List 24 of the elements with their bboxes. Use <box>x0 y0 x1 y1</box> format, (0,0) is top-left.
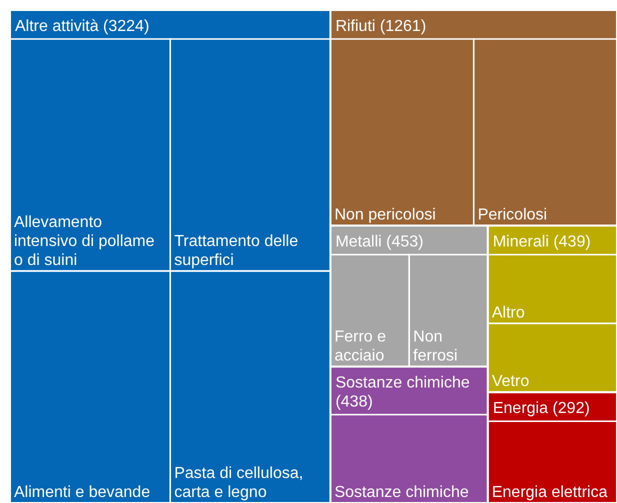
category-label: Altre attività <box>15 18 99 35</box>
text: Allevamento intensivo di pollame o di suini <box>14 214 155 269</box>
text: Non ferrosi <box>413 328 458 365</box>
data-label: (292) <box>552 400 590 418</box>
text: Ferro e acciaio <box>334 328 386 365</box>
text: Alimenti e bevande <box>14 484 150 501</box>
category-label: Metalli <box>335 234 382 251</box>
category-label: Sostanze chimiche <box>334 484 469 501</box>
data-label: (1261) <box>380 18 426 35</box>
data-label: (439) <box>553 234 591 251</box>
data-label: (453) <box>386 234 424 251</box>
text: Vetro <box>492 373 530 390</box>
text: Energia elettrica <box>492 484 608 501</box>
data-label: (438) <box>335 394 373 411</box>
category-label: Rifiuti <box>335 18 376 35</box>
text: Pasta di cellulosa, carta e legno <box>174 465 304 501</box>
data-label: (3224) <box>103 18 150 35</box>
category-label: Energia <box>492 400 548 418</box>
text: Sostanze chimiche <box>335 374 470 392</box>
category-label: Minerali <box>492 234 549 251</box>
text: Non pericolosi <box>334 206 436 224</box>
text: Pericolosi <box>478 206 548 224</box>
text: Altro <box>492 304 525 322</box>
text: Trattamento delle superfici <box>174 233 298 269</box>
